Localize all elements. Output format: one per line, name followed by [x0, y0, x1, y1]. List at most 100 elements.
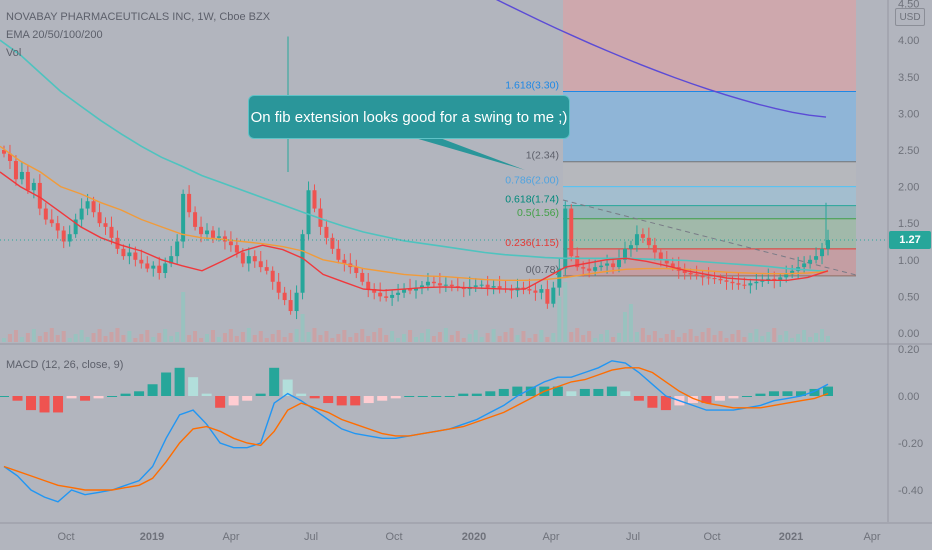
volume-bar	[234, 336, 239, 342]
candle-body	[622, 248, 627, 260]
macd-tick-label: 0.00	[898, 391, 919, 403]
volume-bar	[425, 329, 430, 342]
macd-histogram-bar	[485, 391, 496, 396]
candle-body	[127, 252, 132, 257]
macd-histogram-bar	[458, 393, 469, 396]
macd-histogram-bar	[606, 386, 617, 396]
volume-bar	[43, 332, 48, 342]
macd-histogram-bar	[741, 396, 752, 397]
macd-histogram-bar	[795, 391, 806, 396]
time-tick-label: Jul	[304, 531, 318, 543]
volume-bar	[270, 334, 275, 342]
volume-bar	[730, 334, 735, 342]
volume-bar	[384, 335, 389, 342]
candle-body	[384, 296, 389, 298]
macd-histogram-bar	[26, 396, 37, 411]
candle-body	[199, 226, 204, 235]
candle-body	[772, 278, 777, 281]
candle-body	[742, 284, 747, 286]
macd-histogram-bar	[363, 396, 374, 404]
candle-body	[485, 284, 490, 288]
volume-bar	[664, 334, 669, 342]
macd-histogram-bar	[66, 396, 77, 399]
candle-body	[270, 270, 275, 282]
ema100-line	[0, 39, 829, 273]
volume-bar	[85, 337, 90, 342]
macd-histogram-bar	[12, 396, 23, 401]
volume-bar	[157, 333, 162, 342]
candle-body	[145, 263, 150, 269]
volume-bar	[503, 332, 508, 342]
macd-histogram-bar	[566, 391, 577, 396]
candle-body	[778, 277, 783, 281]
candle-body	[294, 292, 299, 312]
candle-body	[443, 284, 448, 286]
candle-body	[736, 283, 741, 285]
fib-label-0.786: 0.786(2.00)	[505, 175, 559, 187]
macd-histogram-bar	[620, 391, 631, 396]
macd-histogram-bar	[431, 396, 442, 397]
candle-body	[121, 248, 126, 257]
ema20-line	[0, 171, 829, 292]
currency-badge[interactable]: USD	[895, 8, 925, 26]
candle-body	[109, 226, 114, 238]
candle-body	[91, 201, 96, 213]
macd-histogram-bar	[228, 396, 239, 406]
fib-label-0.236: 0.236(1.15)	[505, 237, 559, 249]
volume-bar	[431, 336, 436, 342]
time-tick-label: Oct	[385, 531, 402, 543]
volume-bar	[145, 330, 150, 342]
volume-bar	[222, 333, 227, 342]
volume-bar	[527, 338, 532, 342]
macd-histogram-bar	[823, 386, 833, 396]
annotation-callout[interactable]: On fib extension looks good for a swing …	[248, 95, 570, 139]
macd-histogram-bar	[134, 391, 145, 396]
candle-body	[718, 278, 723, 281]
volume-bar	[694, 336, 699, 342]
candle-body	[599, 265, 604, 268]
volume-bar	[2, 338, 6, 342]
volume-bar	[240, 332, 245, 342]
candle-body	[419, 285, 424, 288]
volume-bar	[587, 331, 592, 342]
volume-bar	[228, 329, 233, 342]
macd-histogram-bar	[0, 396, 9, 397]
time-tick-label: Apr	[542, 531, 559, 543]
candle-body	[802, 263, 807, 268]
macd-histogram-bar	[593, 388, 604, 396]
volume-bar	[461, 338, 466, 342]
macd-histogram-bar	[390, 396, 401, 399]
volume-bar	[449, 335, 454, 342]
candle-body	[73, 219, 78, 235]
candle-body	[814, 256, 819, 260]
volume-bar	[497, 336, 502, 342]
volume-bar	[820, 329, 825, 342]
macd-histogram-bar	[336, 396, 347, 406]
volume-bar	[306, 332, 311, 342]
macd-histogram-bar	[660, 396, 671, 411]
volume-bar	[139, 334, 144, 342]
volume-bar	[515, 335, 520, 342]
candle-body	[55, 223, 60, 231]
volume-bar	[622, 312, 627, 342]
volume-bar	[181, 292, 186, 342]
macd-histogram-bar	[768, 391, 779, 396]
candle-body	[342, 259, 347, 264]
volume-bar	[593, 338, 598, 342]
macd-histogram-bar	[417, 396, 428, 397]
ema-legend: EMA 20/50/100/200	[6, 29, 103, 41]
volume-bar	[354, 333, 359, 342]
fib-zone-above-1618	[563, 0, 856, 92]
volume-bar	[772, 328, 777, 342]
candle-body	[390, 294, 395, 298]
candle-body	[766, 278, 771, 281]
price-tick-label: 1.50	[898, 218, 919, 230]
candle-body	[139, 259, 144, 264]
macd-histogram-bar	[309, 396, 320, 399]
macd-histogram-bar	[39, 396, 50, 413]
volume-bar	[706, 328, 711, 342]
symbol-legend: NOVABAY PHARMACEUTICALS INC, 1W, Cboe BZ…	[6, 11, 271, 23]
candle-body	[539, 289, 544, 293]
